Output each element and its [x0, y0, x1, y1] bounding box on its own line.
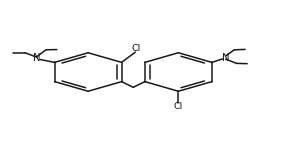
Text: Cl: Cl [174, 102, 183, 111]
Text: Cl: Cl [131, 44, 141, 53]
Text: N: N [33, 53, 41, 63]
Text: N: N [222, 53, 230, 63]
